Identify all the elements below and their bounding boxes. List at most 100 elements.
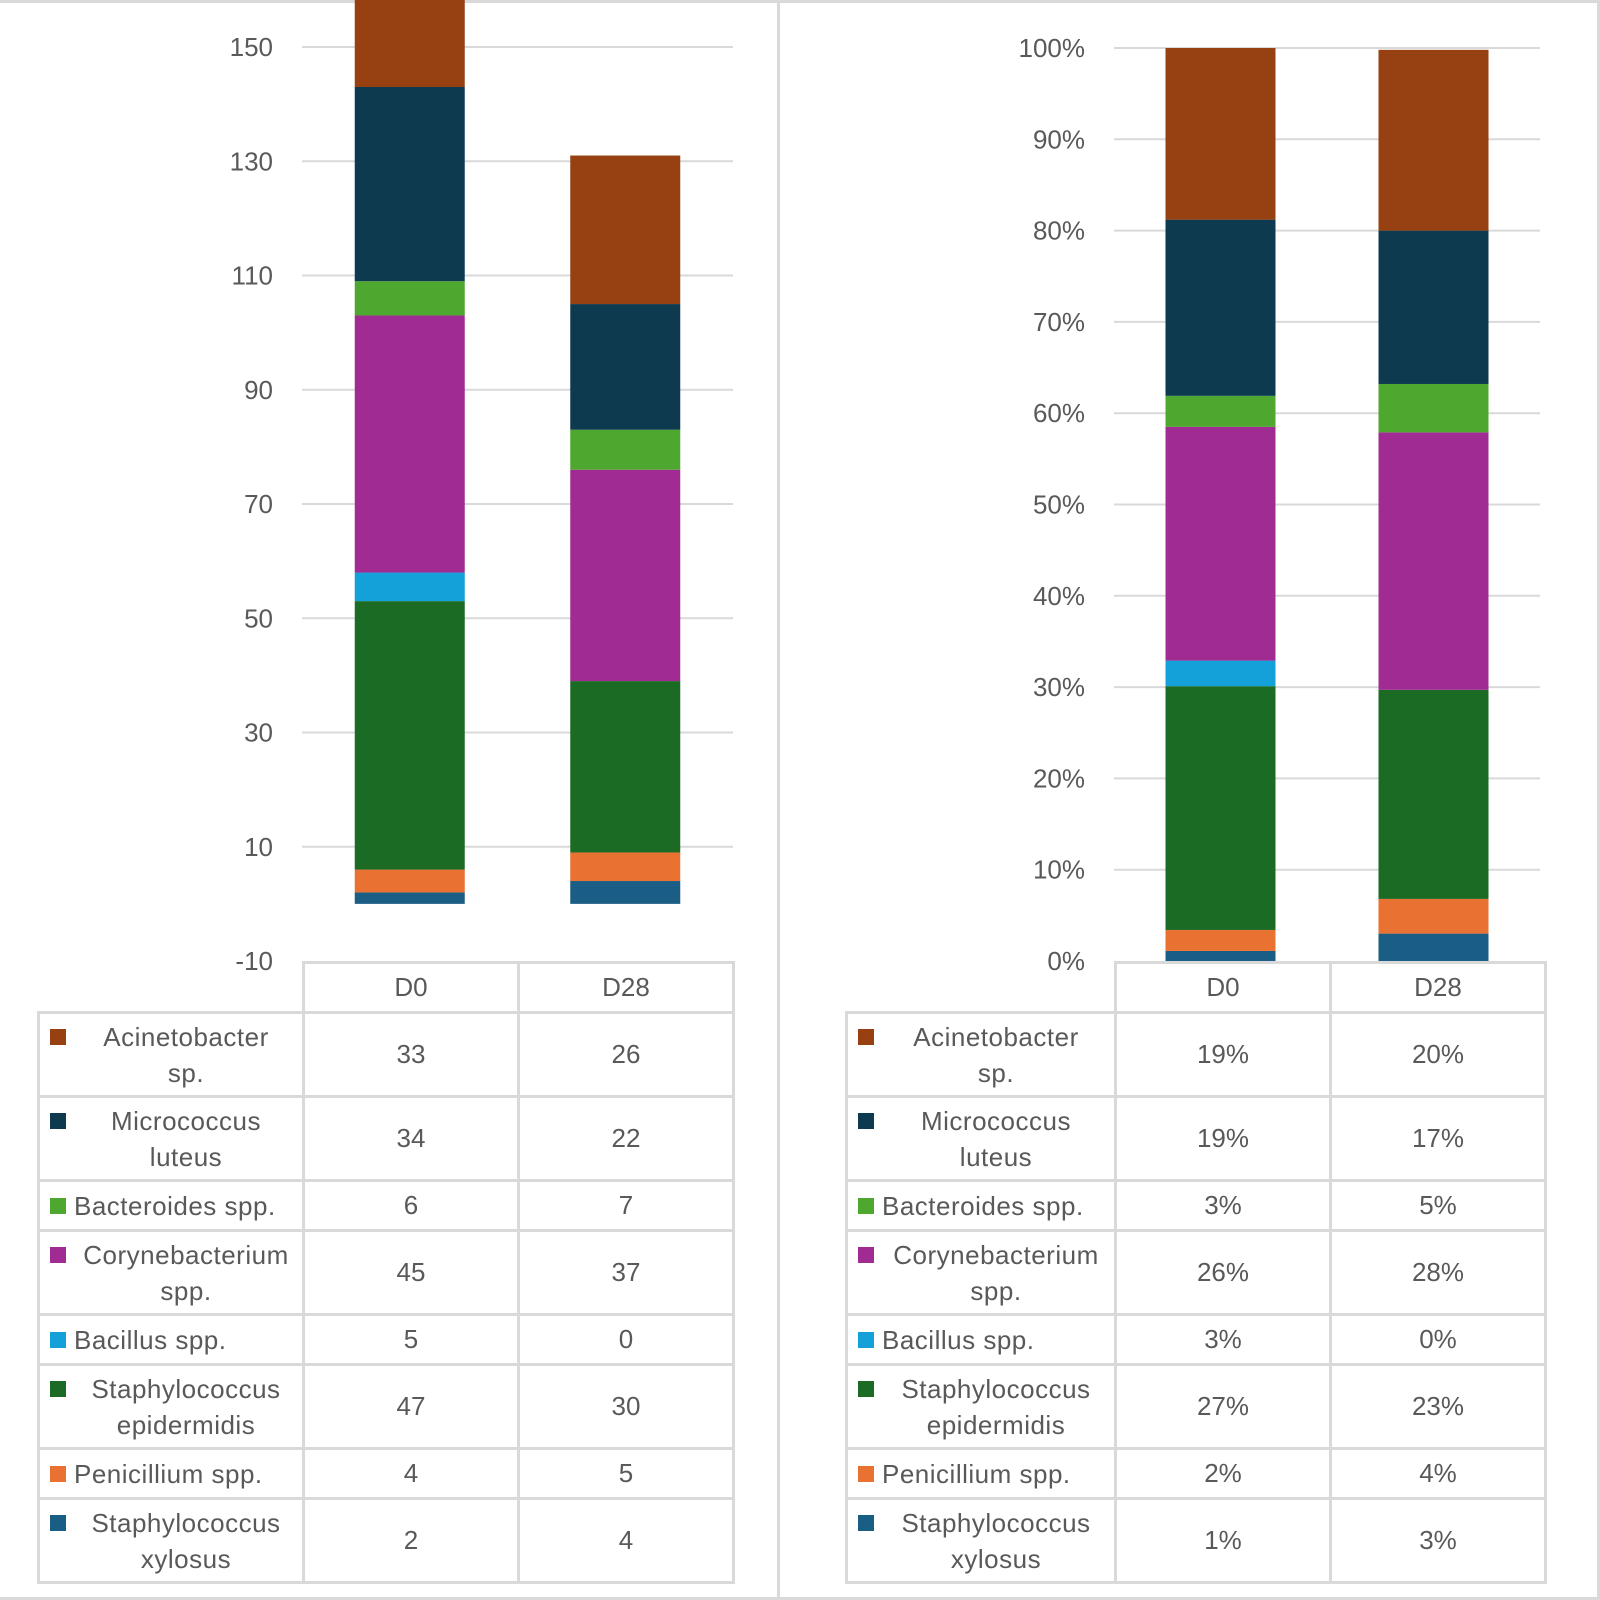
legend-entry: Staphylococcus xylosus [845, 1497, 1117, 1584]
legend-swatch [50, 1331, 66, 1348]
table-value: 30 [517, 1363, 735, 1450]
table-row: Bacillus spp. 5 0 [37, 1313, 735, 1366]
y-tick-label: 110 [232, 261, 273, 291]
y-tick-label: 150 [230, 32, 273, 62]
bar-segment-penicillium-spp--d28 [570, 852, 681, 882]
legend-label: Bacillus spp. [74, 1324, 227, 1355]
category-header-d28: D28 [517, 961, 735, 1014]
legend-swatch [50, 1112, 66, 1129]
table-value: 26 [517, 1011, 735, 1098]
legend-entry: Bacteroides spp. [37, 1179, 305, 1232]
legend-swatch [50, 1514, 66, 1531]
legend-entry: Acinetobacter sp. [37, 1011, 305, 1098]
table-row: Staphylococcus epidermidis 27% 23% [845, 1363, 1547, 1450]
legend-label: Penicillium spp. [74, 1458, 263, 1489]
legend-swatch [50, 1197, 66, 1214]
legend-swatch [858, 1112, 874, 1129]
table-value: 7 [517, 1179, 735, 1232]
table-value: 22 [517, 1095, 735, 1182]
y-tick-label: 10% [1033, 855, 1085, 885]
legend-swatch [50, 1380, 66, 1397]
legend-label: Staphylococcus epidermidis [91, 1373, 281, 1440]
legend-label: Staphylococcus xylosus [901, 1507, 1091, 1574]
bar-segment-corynebacterium-spp--d0 [1165, 426, 1276, 661]
bar-segment-micrococcus-luteus-d28 [570, 304, 681, 430]
y-tick-label: 70% [1033, 307, 1085, 337]
legend-swatch [858, 1514, 874, 1531]
legend-swatch [858, 1028, 874, 1045]
legend-entry: Bacillus spp. [37, 1313, 305, 1366]
table-value: 23% [1329, 1363, 1547, 1450]
table-value: 4 [302, 1447, 520, 1500]
legend-entry: Bacteroides spp. [845, 1179, 1117, 1232]
table-value: 6 [302, 1179, 520, 1232]
bar-segment-bacteroides-spp--d0 [1165, 395, 1276, 427]
legend-entry: Staphylococcus epidermidis [37, 1363, 305, 1450]
table-value: 3% [1329, 1497, 1547, 1584]
table-row: Bacteroides spp. 6 7 [37, 1179, 735, 1232]
y-tick-label: 60% [1033, 398, 1085, 428]
bar-segment-acinetobacter-sp--d0 [354, 0, 465, 87]
bar-segment-penicillium-spp--d28 [1378, 898, 1489, 934]
table-value: 19% [1114, 1011, 1332, 1098]
legend-label: Corynebacterium spp. [893, 1239, 1099, 1306]
y-tick-label: 50 [244, 603, 273, 633]
y-tick-label: 130 [230, 146, 273, 176]
category-header-d28: D28 [1329, 961, 1547, 1014]
table-value: 33 [302, 1011, 520, 1098]
legend-label: Bacteroides spp. [74, 1190, 276, 1221]
legend-swatch [858, 1331, 874, 1348]
table-row: Bacillus spp. 3% 0% [845, 1313, 1547, 1366]
y-tick-label: 30% [1033, 672, 1085, 702]
table-value: 19% [1114, 1095, 1332, 1182]
legend-entry: Staphylococcus epidermidis [845, 1363, 1117, 1450]
bar-segment-staphylococcus-xylosus-d0 [1165, 950, 1276, 961]
bar-segment-bacillus-spp--d0 [1165, 660, 1276, 687]
bar-segment-penicillium-spp--d0 [354, 869, 465, 893]
legend-swatch [50, 1028, 66, 1045]
legend-label: Bacteroides spp. [882, 1190, 1084, 1221]
table-row: Staphylococcus epidermidis 47 30 [37, 1363, 735, 1450]
legend-entry: Bacillus spp. [845, 1313, 1117, 1366]
table-value: 0 [517, 1313, 735, 1366]
legend-entry: Penicillium spp. [37, 1447, 305, 1500]
table-value: 2% [1114, 1447, 1332, 1500]
table-value: 2 [302, 1497, 520, 1584]
table-value: 4% [1329, 1447, 1547, 1500]
bar-segment-penicillium-spp--d0 [1165, 929, 1276, 951]
legend-swatch [858, 1197, 874, 1214]
legend-label: Penicillium spp. [882, 1458, 1071, 1489]
table-value: 3% [1114, 1179, 1332, 1232]
legend-entry: Corynebacterium spp. [37, 1229, 305, 1316]
table-value: 20% [1329, 1011, 1547, 1098]
table-value: 5 [302, 1313, 520, 1366]
table-corner [846, 962, 1117, 1014]
table-value: 1% [1114, 1497, 1332, 1584]
y-tick-label: 90% [1033, 124, 1085, 154]
y-tick-label: 20% [1033, 763, 1085, 793]
bar-segment-bacteroides-spp--d28 [1378, 383, 1489, 433]
table-row: Micrococcus luteus 19% 17% [845, 1095, 1547, 1182]
table-value: 3% [1114, 1313, 1332, 1366]
bar-segment-corynebacterium-spp--d28 [570, 469, 681, 682]
bar-segment-staphylococcus-epidermidis-d0 [1165, 686, 1276, 930]
bar-segment-corynebacterium-spp--d28 [1378, 432, 1489, 690]
table-row: Penicillium spp. 4 5 [37, 1447, 735, 1500]
table-value: 4 [517, 1497, 735, 1584]
legend-entry: Penicillium spp. [845, 1447, 1117, 1500]
bar-segment-acinetobacter-sp--d0 [1165, 48, 1276, 220]
y-tick-label: 80% [1033, 216, 1085, 246]
legend-entry: Acinetobacter sp. [845, 1011, 1117, 1098]
bar-segment-staphylococcus-xylosus-d28 [570, 881, 681, 904]
table-value: 26% [1114, 1229, 1332, 1316]
y-tick-label: 10 [244, 832, 273, 862]
table-row: Corynebacterium spp. 26% 28% [845, 1229, 1547, 1316]
table-row: Staphylococcus xylosus 1% 3% [845, 1497, 1547, 1584]
chart-panel-percent: 0% 10% 20% 30% 40% 50% 60% 70% 80% 90% 100% D0 D28 A… [777, 0, 1600, 1600]
data-table-counts: D0 D28 Acinetobacter sp. 33 26 Micrococcus lute… [37, 961, 735, 1584]
table-row: Penicillium spp. 2% 4% [845, 1447, 1547, 1500]
legend-entry: Micrococcus luteus [845, 1095, 1117, 1182]
legend-entry: Staphylococcus xylosus [37, 1497, 305, 1584]
y-tick-label: 30 [244, 718, 273, 748]
